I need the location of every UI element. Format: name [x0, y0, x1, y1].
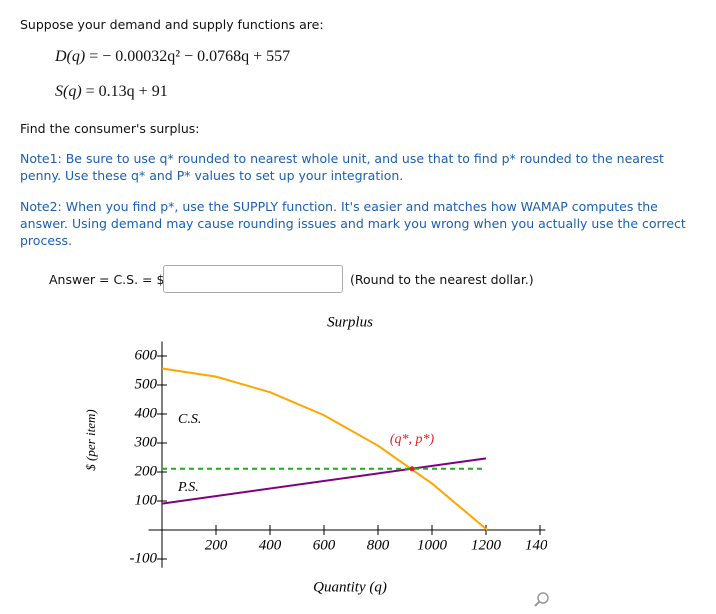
answer-input[interactable]	[163, 265, 343, 293]
y-tick-label: 500	[135, 376, 158, 392]
y-tick-label: 200	[135, 463, 158, 479]
answer-hint: (Round to the nearest dollar.)	[350, 272, 534, 287]
rhs: = 0.13q + 91	[85, 83, 168, 100]
series-line	[161, 457, 487, 505]
series-line	[161, 367, 489, 531]
annotation: (q*, p*)	[390, 432, 435, 447]
note-line: Note1: Be sure to use q* rounded to near…	[20, 151, 664, 166]
x-tick-label: 1000	[417, 537, 448, 553]
lhs: S(q)	[55, 83, 82, 100]
annotation: C.S.	[178, 412, 201, 427]
x-tick-label: 400	[259, 537, 282, 553]
chart-title: Surplus	[327, 314, 373, 330]
note-line: penny. Use these q* and P* values to set…	[20, 168, 404, 183]
zoom-icon[interactable]	[532, 590, 552, 610]
lhs: D(q)	[55, 48, 86, 65]
answer-label: Answer = C.S. = $	[49, 272, 165, 287]
y-tick-label: 400	[135, 405, 158, 421]
equilibrium-point	[409, 466, 415, 472]
x-tick-label: 1200	[471, 537, 502, 553]
chart: Surplus Quantity (q) $ (per item) 200 400…	[83, 314, 547, 595]
equation: S(q) = 0.13q + 91	[55, 83, 168, 101]
note-line: answer. Using demand may cause rounding …	[20, 216, 686, 231]
y-tick-label: 100	[135, 492, 158, 508]
y-tick-label: 600	[135, 347, 158, 363]
note-line: Note2: When you find p*, use the SUPPLY …	[20, 199, 658, 214]
x-tick-label: 1400	[525, 537, 547, 553]
question: Find the consumer's surplus:	[20, 121, 200, 136]
equation: D(q) = − 0.00032q² − 0.0768q + 557	[55, 48, 290, 66]
x-tick-label: 800	[367, 537, 390, 553]
x-axis-label: Quantity (q)	[313, 579, 387, 595]
y-tick-label: 300	[134, 434, 158, 450]
x-tick-label: 600	[313, 537, 336, 553]
annotation: P.S.	[177, 480, 199, 495]
y-tick-label: -100	[130, 550, 158, 566]
y-axis-label: $ (per item)	[83, 409, 98, 470]
intro: Suppose your demand and supply functions…	[20, 17, 324, 32]
note-line: process.	[20, 233, 73, 248]
x-tick-label: 200	[205, 537, 228, 553]
rhs: = − 0.00032q² − 0.0768q + 557	[89, 48, 291, 65]
